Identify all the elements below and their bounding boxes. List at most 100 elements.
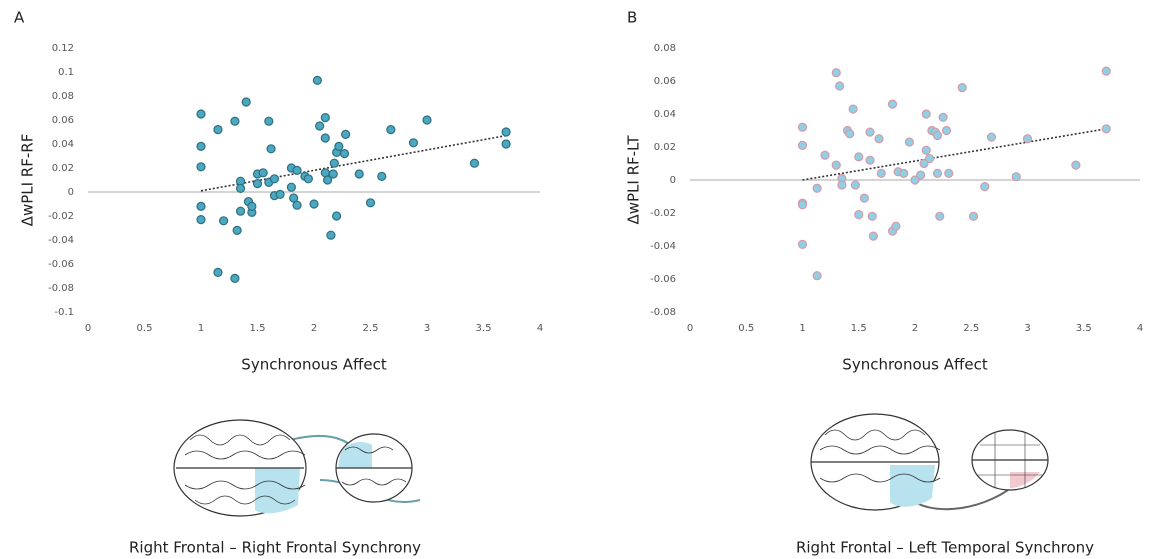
point: [845, 129, 855, 139]
point: [910, 175, 920, 185]
point: [899, 168, 909, 178]
point: [235, 206, 246, 216]
y-tick-label: 0.08: [52, 91, 74, 102]
point: [968, 211, 979, 221]
point: [235, 183, 246, 193]
x-axis-label: Synchronous Affect: [842, 356, 988, 374]
point: [329, 158, 339, 168]
point: [1022, 134, 1033, 144]
point: [501, 127, 511, 137]
point: [303, 174, 313, 184]
point: [334, 141, 344, 151]
y-tick-label: -0.08: [48, 283, 74, 294]
point: [941, 125, 952, 136]
y-tick-label: -0.04: [48, 235, 74, 246]
point: [831, 160, 841, 170]
point: [859, 193, 869, 203]
y-tick-label: 0: [68, 187, 74, 198]
x-tick-label: 0: [687, 323, 693, 334]
point: [854, 152, 864, 162]
point: [938, 112, 948, 122]
y-tick-label: -0.08: [650, 307, 676, 318]
y-tick-label: 0: [670, 175, 676, 186]
point: [874, 134, 884, 144]
point: [320, 112, 330, 123]
point: [213, 267, 223, 277]
point: [247, 201, 257, 211]
point: [326, 230, 336, 240]
x-tick-label: 0.5: [137, 323, 153, 334]
y-tick-label: 0.04: [654, 109, 676, 120]
point: [850, 180, 860, 190]
y-tick-label: -0.02: [650, 208, 676, 219]
point: [501, 139, 511, 149]
point: [469, 158, 480, 168]
x-tick-label: 1: [799, 323, 805, 334]
point: [865, 127, 875, 137]
x-tick-label: 2.5: [363, 323, 379, 334]
point: [339, 149, 350, 159]
point: [1101, 124, 1111, 134]
y-axis-label: ΔwPLI RF-LT: [625, 135, 643, 225]
point: [921, 109, 931, 119]
point: [422, 115, 432, 125]
point: [868, 231, 878, 241]
point: [252, 179, 263, 189]
caption: Right Frontal – Right Frontal Synchrony: [129, 539, 421, 557]
x-tick-label: 2: [912, 323, 918, 334]
point: [797, 140, 808, 150]
point: [309, 199, 319, 209]
y-tick-label: 0.12: [52, 43, 74, 54]
point: [980, 182, 990, 192]
point: [320, 133, 330, 143]
point: [867, 211, 877, 221]
point: [986, 132, 997, 142]
point: [812, 183, 822, 193]
y-tick-label: -0.1: [54, 307, 74, 318]
point: [241, 97, 251, 107]
x-tick-label: 1: [198, 323, 204, 334]
point: [230, 273, 240, 283]
point: [797, 200, 808, 210]
x-tick-label: 3.5: [476, 323, 492, 334]
x-axis-label: Synchronous Affect: [241, 356, 387, 374]
point: [328, 169, 338, 179]
point: [386, 125, 396, 135]
panel-letter: B: [627, 9, 637, 27]
point: [831, 68, 841, 78]
point: [269, 174, 280, 184]
point: [286, 182, 296, 192]
point: [264, 116, 274, 126]
x-tick-label: 3: [1024, 323, 1030, 334]
brain-illustration-b: [810, 413, 1049, 511]
point: [1071, 160, 1081, 170]
point: [848, 104, 858, 114]
y-tick-label: 0.1: [58, 67, 74, 78]
point: [797, 239, 808, 249]
point: [921, 145, 931, 155]
point: [957, 82, 967, 93]
point: [1011, 172, 1021, 182]
point: [219, 216, 229, 226]
point: [944, 168, 954, 178]
y-tick-label: 0.06: [52, 115, 74, 126]
x-tick-label: 0: [85, 323, 91, 334]
y-axis-label: ΔwPLI RF-RF: [19, 134, 37, 227]
point: [312, 75, 322, 86]
point: [835, 81, 845, 91]
point: [266, 144, 276, 154]
point: [196, 162, 206, 172]
point: [932, 168, 943, 178]
point: [292, 165, 302, 175]
point: [919, 158, 929, 169]
trend-line: [802, 128, 1107, 181]
y-tick-label: -0.06: [48, 259, 74, 270]
point: [365, 198, 376, 208]
x-tick-label: 2.5: [963, 323, 979, 334]
point: [865, 155, 875, 165]
y-tick-label: 0.02: [52, 163, 74, 174]
caption: Right Frontal – Left Temporal Synchrony: [796, 539, 1094, 557]
point: [377, 171, 387, 181]
point: [854, 210, 864, 220]
